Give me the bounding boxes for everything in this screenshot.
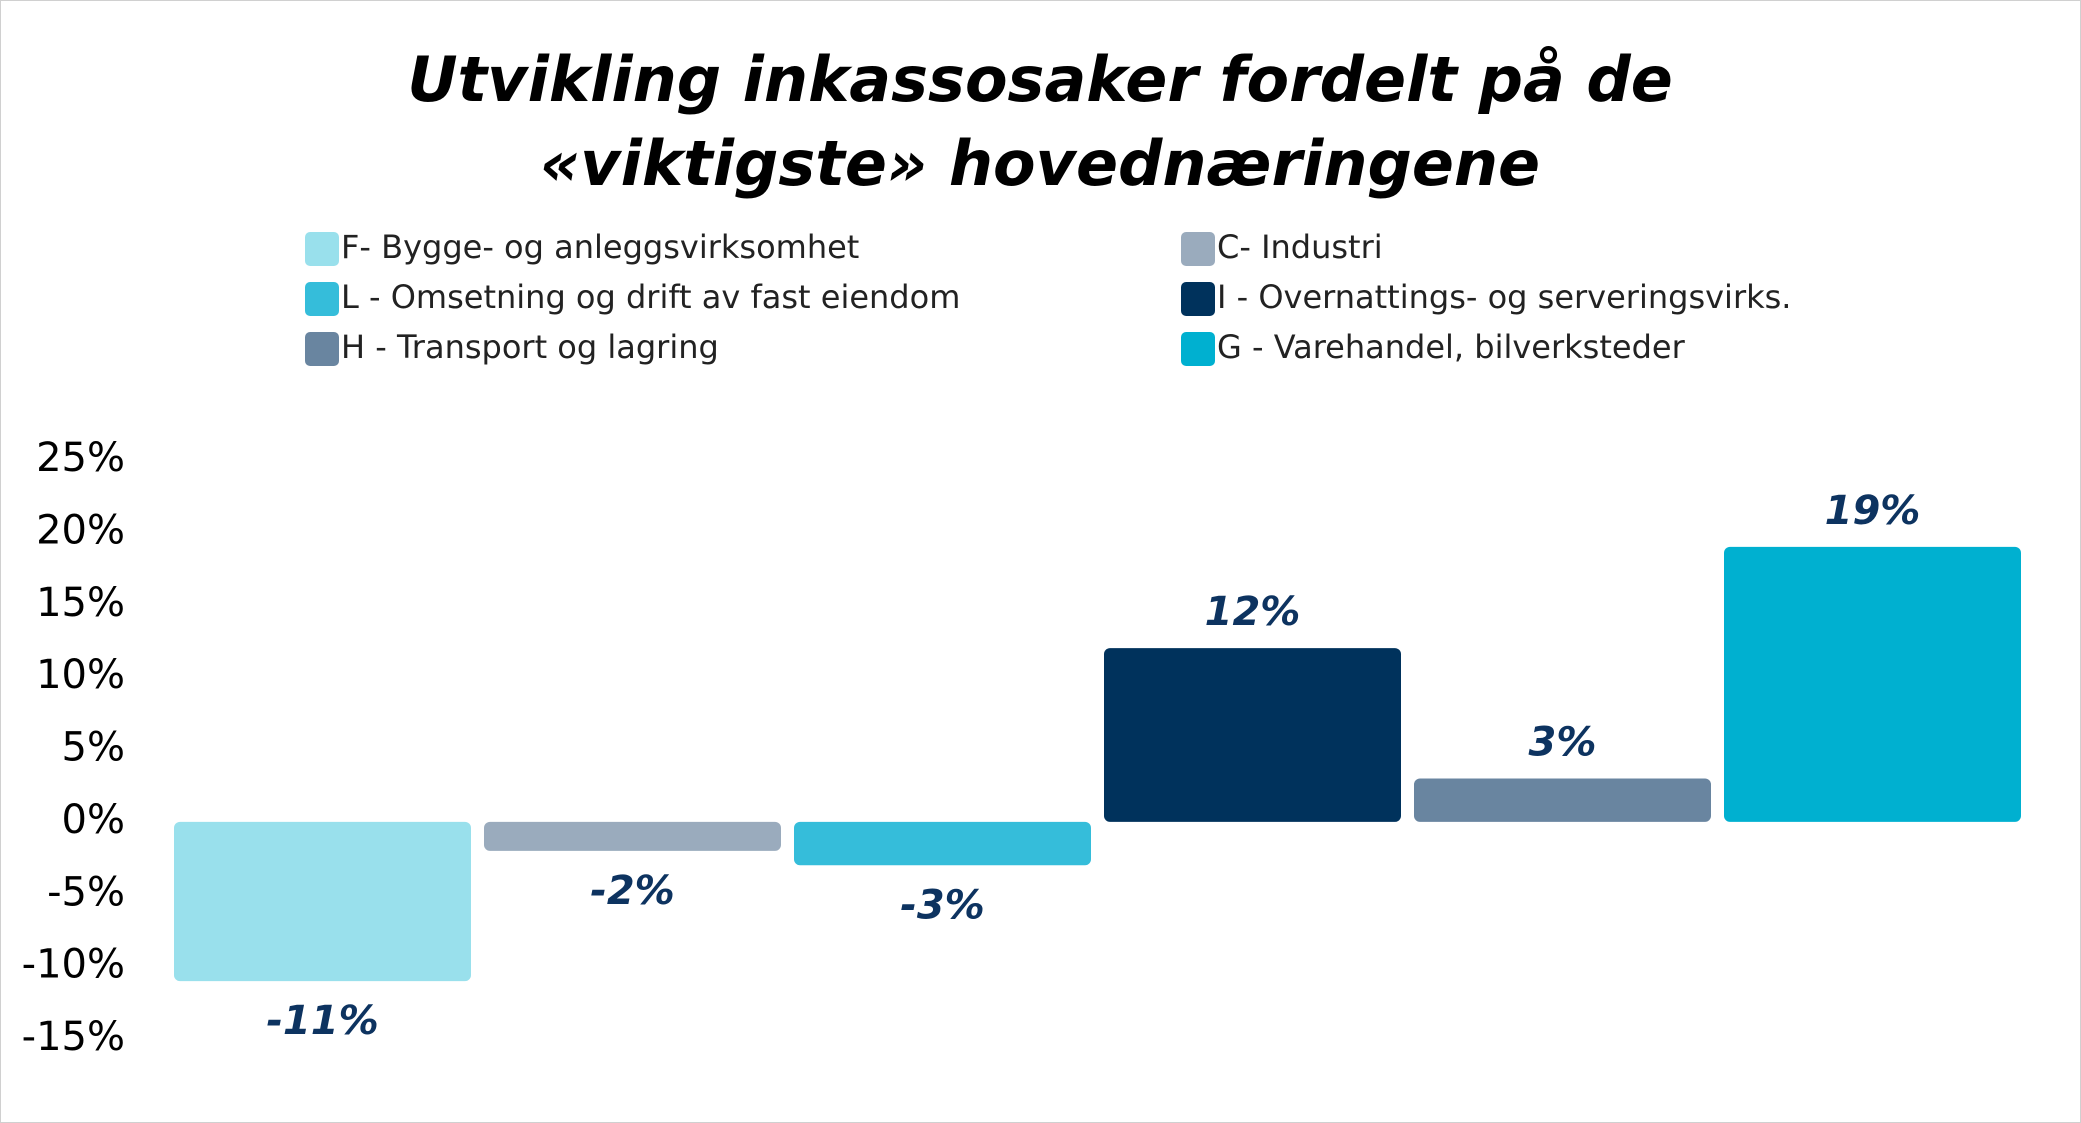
value-label: -11%	[266, 998, 378, 1044]
chart-title: Utvikling inkassosaker fordelt på de «vi…	[407, 43, 1673, 200]
y-tick-label: -5%	[47, 869, 125, 915]
legend-swatch	[305, 332, 339, 366]
legend-label: G - Varehandel, bilverksteder	[1217, 328, 1686, 366]
y-tick-label: 0%	[62, 797, 125, 843]
y-tick-label: 20%	[36, 507, 125, 553]
legend-swatch	[1181, 332, 1215, 366]
y-tick-label: 5%	[62, 725, 125, 771]
y-tick-label: -15%	[22, 1014, 125, 1060]
bar	[794, 821, 1091, 866]
value-label: 19%	[1825, 488, 1921, 534]
bar	[484, 821, 781, 851]
legend-label: I - Overnattings- og serveringsvirks.	[1217, 278, 1791, 316]
legend-swatch	[1181, 232, 1215, 266]
y-tick-label: 15%	[36, 580, 125, 626]
legend-label: H - Transport og lagring	[341, 328, 719, 366]
y-tick-label: 25%	[36, 435, 125, 481]
legend-label: C- Industri	[1217, 228, 1383, 266]
bar	[1724, 546, 2021, 822]
value-label: -3%	[900, 882, 985, 928]
bar	[174, 821, 471, 982]
bar	[1414, 778, 1711, 822]
legend-swatch	[305, 232, 339, 266]
bar	[1104, 648, 1401, 822]
value-label: 3%	[1529, 719, 1597, 765]
value-label: -2%	[590, 868, 675, 914]
y-tick-label: 10%	[36, 652, 125, 698]
y-tick-label: -10%	[22, 942, 125, 988]
legend-label: L - Omsetning og drift av fast eiendom	[341, 278, 960, 316]
value-label: 12%	[1205, 589, 1301, 635]
legend-swatch	[1181, 282, 1215, 316]
legend-label: F- Bygge- og anleggsvirksomhet	[341, 228, 859, 266]
legend-swatch	[305, 282, 339, 316]
